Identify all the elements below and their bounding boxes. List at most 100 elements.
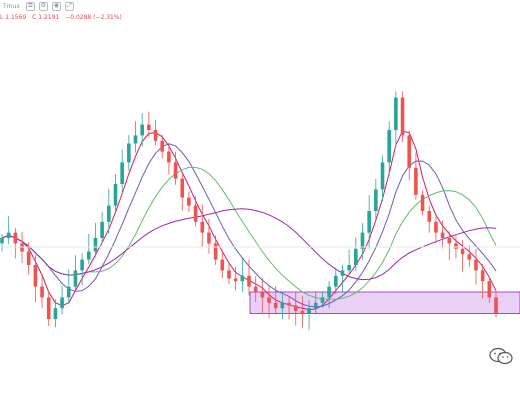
candle xyxy=(454,234,458,259)
candle-body xyxy=(33,265,38,287)
candle xyxy=(474,248,478,285)
candle xyxy=(73,255,78,292)
settings-icon[interactable]: ⚙ xyxy=(38,1,48,11)
candle xyxy=(33,254,38,303)
candle-body xyxy=(53,308,58,319)
camera-icon[interactable]: ◉ xyxy=(51,1,61,11)
candle-body xyxy=(460,248,465,255)
candle xyxy=(120,149,124,194)
candle-body xyxy=(320,297,325,303)
candle-body xyxy=(66,286,71,298)
candle xyxy=(240,258,245,292)
candle-body xyxy=(474,259,478,271)
candle-body xyxy=(60,297,64,309)
candle-body xyxy=(26,251,31,265)
candle xyxy=(367,195,371,249)
candle-body xyxy=(307,308,311,314)
candle xyxy=(333,267,338,295)
candle xyxy=(153,120,158,146)
candle-body xyxy=(213,243,218,260)
candle xyxy=(360,223,365,260)
candle xyxy=(447,230,452,260)
candle-body xyxy=(180,178,185,198)
candle-body xyxy=(6,232,11,238)
candle xyxy=(307,300,311,331)
candle-body xyxy=(40,286,44,298)
candle xyxy=(193,195,198,227)
candle-body xyxy=(240,275,245,282)
candle xyxy=(53,299,58,328)
candle xyxy=(66,269,71,304)
candle-body xyxy=(73,270,78,287)
candle-body xyxy=(394,97,398,130)
candle xyxy=(414,152,418,200)
candle-body xyxy=(120,162,124,184)
candle xyxy=(440,220,445,249)
candle xyxy=(213,235,218,265)
candle xyxy=(133,121,138,153)
symbol-title[interactable]: Tmux xyxy=(3,2,20,10)
chart-toolbar: Tmux ⧉ ⚙ ◉ ⤢ xyxy=(0,0,520,12)
candle xyxy=(147,111,151,137)
candle xyxy=(467,245,472,268)
candle xyxy=(220,249,225,279)
fullscreen-icon[interactable]: ⤢ xyxy=(64,1,74,11)
candle xyxy=(380,155,385,202)
candle xyxy=(13,227,18,259)
candle-body xyxy=(333,275,338,287)
candle xyxy=(394,91,398,147)
candle-body xyxy=(0,238,4,244)
candle-body xyxy=(113,184,118,206)
candle-body xyxy=(140,124,144,136)
candle xyxy=(480,264,485,299)
candle-body xyxy=(454,243,458,249)
candle xyxy=(0,233,4,252)
candle xyxy=(287,295,291,320)
candle xyxy=(86,234,91,264)
candle-body xyxy=(46,297,51,319)
close-value: C 1.2191 xyxy=(32,14,60,21)
candle-body xyxy=(360,232,365,249)
candle xyxy=(46,291,51,327)
candle-body xyxy=(200,221,205,233)
candle-body xyxy=(300,310,305,314)
candle xyxy=(80,253,84,286)
candle xyxy=(260,277,265,314)
candle-body xyxy=(233,278,238,282)
candle-body xyxy=(447,238,452,244)
candle xyxy=(267,285,271,318)
moving-average-line xyxy=(1,208,497,281)
candle-body xyxy=(173,162,178,179)
candle-body xyxy=(407,135,412,168)
candle xyxy=(387,121,391,177)
candle-body xyxy=(374,189,378,211)
candle-body xyxy=(220,259,225,271)
candle-body xyxy=(100,221,104,238)
candle xyxy=(187,191,191,213)
candle xyxy=(173,151,178,185)
candle xyxy=(113,174,118,213)
candle-body xyxy=(293,305,298,311)
candle xyxy=(347,249,351,276)
candle xyxy=(293,292,298,326)
candle xyxy=(127,135,131,171)
candle xyxy=(207,218,211,254)
candle xyxy=(160,134,165,159)
candle-body xyxy=(193,205,198,222)
candle xyxy=(460,240,465,272)
candle xyxy=(494,290,498,318)
candle-body xyxy=(467,254,472,260)
candle-body xyxy=(367,211,371,233)
candle-body xyxy=(480,270,485,282)
candle-body xyxy=(280,302,285,309)
candle-body xyxy=(287,302,291,306)
candle xyxy=(180,174,185,211)
candle xyxy=(374,178,378,220)
candle xyxy=(140,113,144,147)
candle xyxy=(100,211,104,244)
candle-body xyxy=(93,238,98,252)
copy-icon[interactable]: ⧉ xyxy=(25,1,35,11)
candle-body xyxy=(414,167,418,195)
candle xyxy=(487,276,492,303)
